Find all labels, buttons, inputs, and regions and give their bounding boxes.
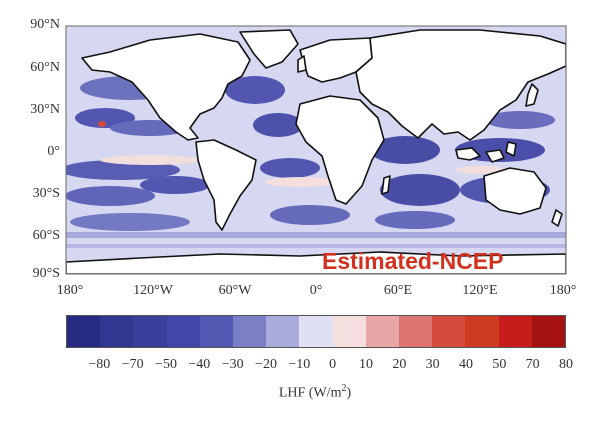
colorbar-swatch <box>365 316 400 347</box>
antarctica <box>66 251 566 274</box>
lat-label-30s: 30°S <box>32 186 60 201</box>
colorbar-tick-label: 20 <box>392 357 407 372</box>
colorbar-tick-label: 70 <box>525 357 540 372</box>
colorbar-swatch <box>233 316 267 347</box>
lon-label-180e: 180° <box>549 283 577 298</box>
lat-label-eq: 0° <box>47 144 60 159</box>
estimated-ncep-label: Estimated-NCEP <box>322 248 504 274</box>
japan <box>525 83 539 107</box>
lat-label-60n: 60°N <box>30 60 60 75</box>
colorbar-tick-label: −70 <box>121 357 144 372</box>
colorbar-swatch <box>399 316 433 347</box>
colorbar-tick-label: −10 <box>288 357 311 372</box>
colorbar-tick-label: 10 <box>359 357 373 372</box>
colorbar-swatch <box>498 316 532 347</box>
colorbar-tick-label: 50 <box>492 357 507 372</box>
lon-label-0: 0° <box>309 283 323 298</box>
colorbar <box>66 315 566 348</box>
lon-label-60w: 60°W <box>218 283 252 298</box>
australia <box>483 167 547 215</box>
lon-label-60e: 60°E <box>383 283 413 298</box>
north-america <box>81 33 251 141</box>
greenland <box>239 29 299 69</box>
colorbar-swatch <box>100 316 134 347</box>
colorbar-swatch <box>166 316 200 347</box>
madagascar <box>381 175 391 195</box>
indonesia <box>455 147 481 161</box>
colorbar-tick-label: −40 <box>188 357 211 372</box>
colorbar-tick-label: −30 <box>221 357 244 372</box>
colorbar-tick-label: −20 <box>255 357 277 372</box>
africa <box>295 95 385 205</box>
colorbar-swatch <box>299 316 333 347</box>
colorbar-tick-label: 30 <box>425 357 440 372</box>
colorbar-tick-label: 40 <box>459 357 473 372</box>
south-america <box>195 139 257 231</box>
colorbar-swatch <box>465 316 499 347</box>
colorbar-swatch <box>266 316 300 347</box>
colorbar-swatch <box>332 316 366 347</box>
colorbar-tick-label: −80 <box>88 357 111 372</box>
colorbar-tick-label: 80 <box>559 357 573 372</box>
new-zealand <box>551 209 563 227</box>
land-masses <box>66 29 566 274</box>
asia <box>355 29 566 141</box>
colorbar-swatch <box>531 316 566 347</box>
colorbar-swatch <box>67 316 101 347</box>
lat-label-90n: 90°N <box>30 17 60 32</box>
lat-label-60s: 60°S <box>32 228 60 243</box>
colorbar-tick-label: −50 <box>155 357 177 372</box>
uk <box>297 55 307 73</box>
lon-label-180w: 180° <box>56 283 84 298</box>
colorbar-swatch <box>432 316 466 347</box>
colorbar-swatch <box>133 316 167 347</box>
colorbar-tick-label: 0 <box>329 357 337 372</box>
lat-label-30n: 30°N <box>30 102 60 117</box>
lon-label-120e: 120°E <box>462 283 498 298</box>
lat-label-90s: 90°S <box>32 266 60 281</box>
map-frame <box>65 25 567 275</box>
colorbar-title: LHF (W/m2) <box>278 383 352 401</box>
colorbar-swatch <box>199 316 234 347</box>
lon-label-120w: 120°W <box>133 283 173 298</box>
